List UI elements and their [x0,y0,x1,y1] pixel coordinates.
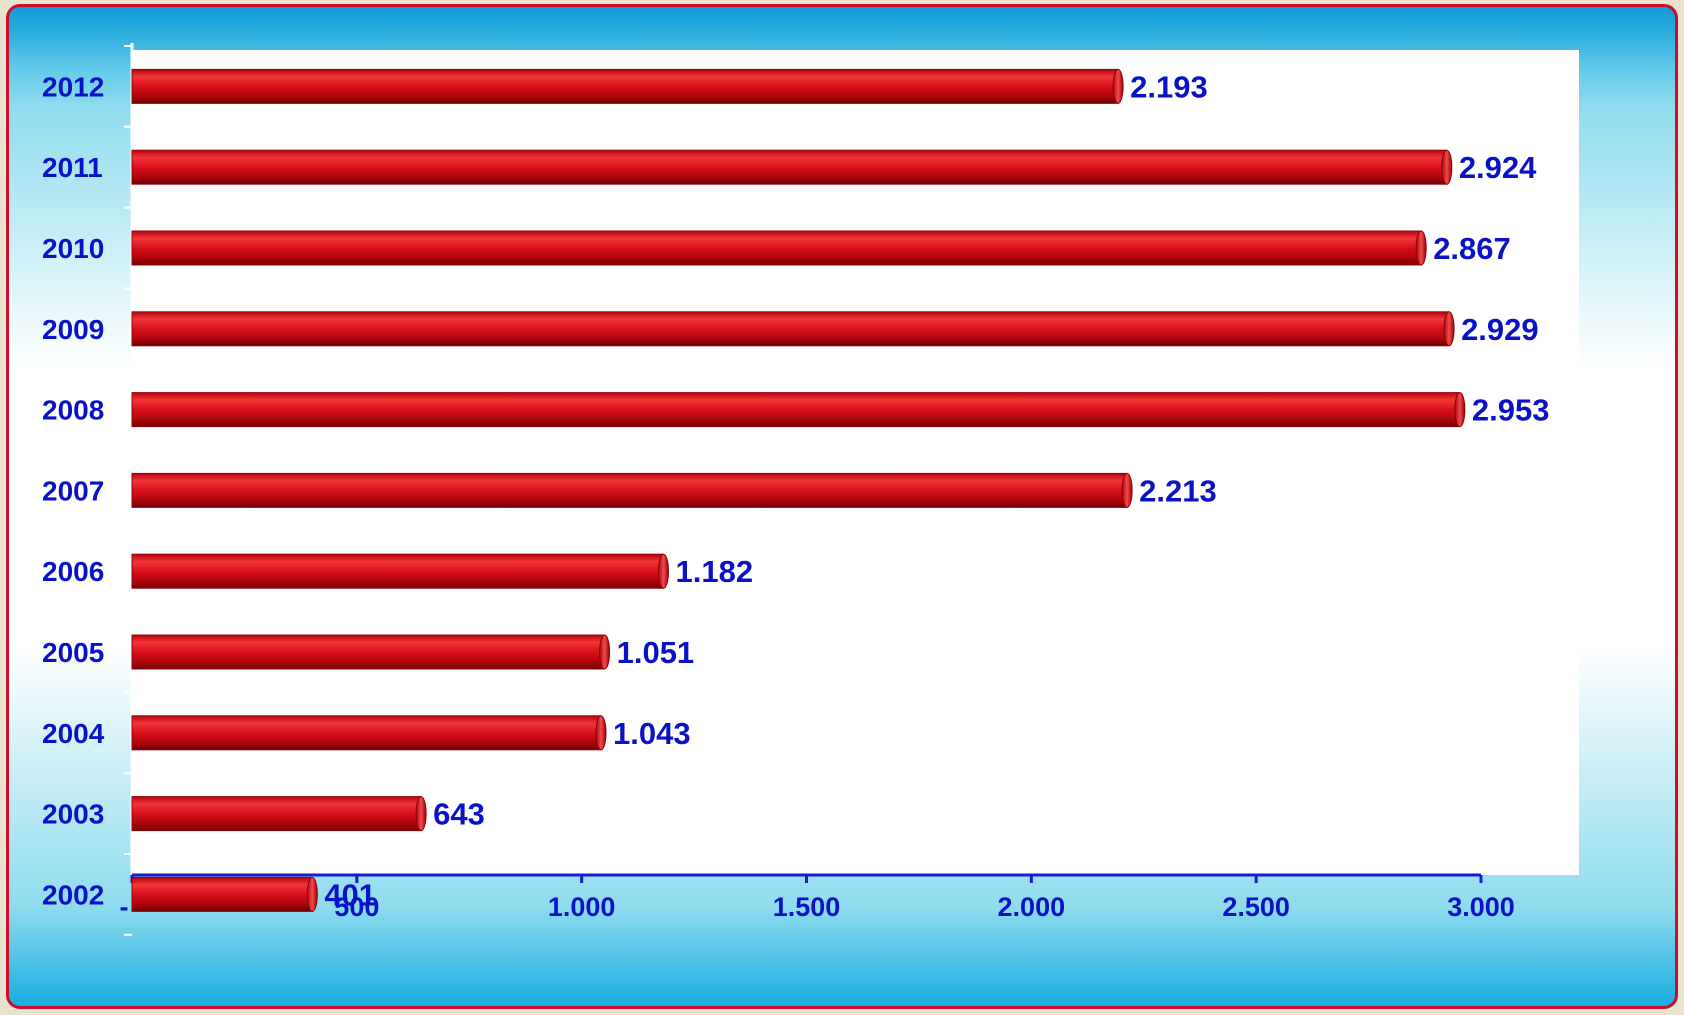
bar-2002 [131,876,313,912]
bar-cap-2012 [1112,68,1124,104]
category-label: 2003 [42,799,104,830]
x-tick-label: 1.500 [773,892,841,922]
value-label: 1.043 [613,716,691,751]
x-tick-label: 1.000 [548,892,616,922]
value-label: 2.193 [1130,69,1208,104]
value-label: 2.924 [1459,150,1537,185]
bar-2010 [131,230,1422,266]
value-label: 2.867 [1433,231,1511,266]
x-tick-label: 2.500 [1222,892,1290,922]
bar-cap-2005 [599,634,611,670]
bar-cap-2008 [1454,392,1466,428]
bar-2003 [131,796,422,832]
bar-cap-2004 [595,715,607,751]
bar-2012 [131,68,1119,104]
bar-2008 [131,392,1461,428]
category-label: 2012 [42,71,104,102]
bar-cap-2007 [1121,472,1133,508]
value-label: 2.953 [1472,393,1550,428]
bar-chart: - 500 1.000 1.500 2.000 2.500 3.000 2012 2.193 20… [42,43,1579,936]
bar-cap-2011 [1441,149,1453,185]
category-label: 2011 [42,152,103,183]
bar-2011 [131,149,1448,185]
bar-cap-2009 [1443,311,1455,347]
value-label: 401 [324,877,376,912]
x-tick-label: 3.000 [1447,892,1515,922]
category-label: 2007 [42,475,104,506]
bar-cap-2002 [306,876,318,912]
bar-2009 [131,311,1450,347]
value-label: 2.213 [1139,473,1217,508]
value-label: 1.051 [617,635,695,670]
bar-cap-2003 [415,796,427,832]
value-label: 1.182 [676,554,754,589]
x-tick-label: - [120,892,129,922]
bar-2007 [131,472,1128,508]
x-tick-label: 500 [334,892,379,922]
category-label: 2005 [42,637,104,668]
bar-2006 [131,553,665,589]
chart-frame: - 500 1.000 1.500 2.000 2.500 3.000 2012 2.193 20… [6,4,1678,1009]
category-label: 2006 [42,556,104,587]
category-label: 2010 [42,233,104,264]
bars [131,68,1466,912]
bar-cap-2006 [658,553,670,589]
x-tick-label: 2.000 [998,892,1066,922]
labels: - 500 1.000 1.500 2.000 2.500 3.000 2012 2.193 20… [42,69,1549,922]
category-label: 2008 [42,395,104,426]
bar-cap-2010 [1415,230,1427,266]
bar-2005 [131,634,606,670]
value-label: 643 [433,797,485,832]
value-label: 2.929 [1461,312,1539,347]
category-label: 2002 [42,879,104,910]
category-label: 2009 [42,314,104,345]
bar-2004 [131,715,602,751]
category-label: 2004 [42,718,105,749]
